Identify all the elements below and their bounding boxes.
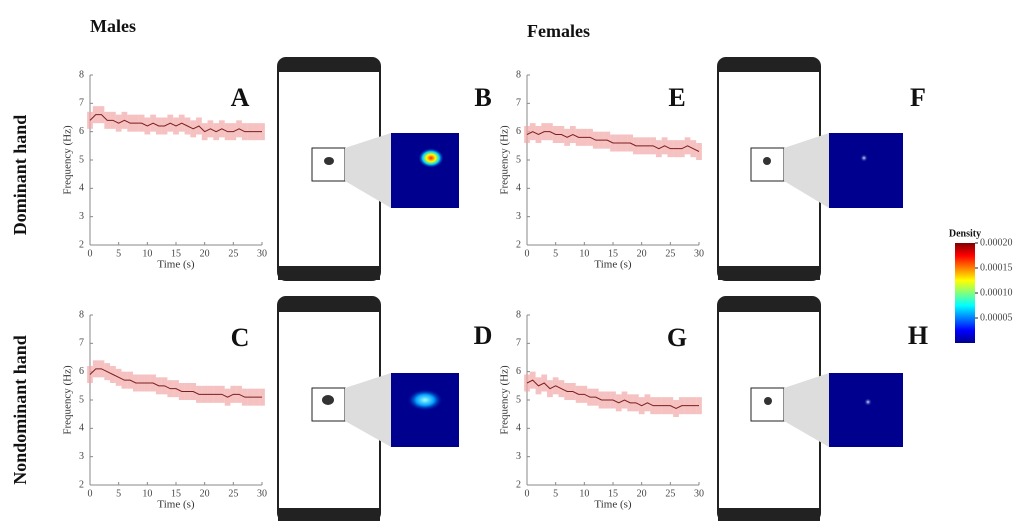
panel-label: A (231, 83, 250, 112)
y-axis-label: Frequency (Hz) (62, 365, 74, 435)
x-tick-label: 25 (665, 488, 675, 499)
x-axis-label: Time (s) (594, 259, 632, 271)
row-title: Dominant hand (10, 115, 30, 236)
panel-label: E (668, 83, 685, 112)
y-tick-label: 4 (516, 183, 521, 194)
y-tick-label: 6 (79, 366, 84, 377)
x-axis-label: Time (s) (594, 499, 632, 511)
y-tick-label: 4 (79, 183, 84, 194)
colorbar-tick-label: 0.00015 (980, 262, 1013, 273)
x-tick-label: 0 (88, 248, 93, 259)
x-tick-label: 5 (116, 248, 121, 259)
colorbar-title: Density (949, 228, 981, 239)
x-tick-label: 20 (200, 488, 210, 499)
y-axis-label: Frequency (Hz) (499, 365, 511, 435)
x-tick-label: 25 (228, 488, 238, 499)
y-tick-label: 8 (516, 309, 521, 320)
x-tick-label: 30 (257, 248, 267, 259)
panel-label: B (474, 83, 491, 112)
y-tick-label: 5 (79, 394, 84, 405)
y-tick-label: 6 (516, 366, 521, 377)
column-title: Females (527, 21, 590, 41)
y-axis-label: Frequency (Hz) (62, 125, 74, 195)
x-tick-label: 10 (579, 488, 589, 499)
x-tick-label: 20 (200, 248, 210, 259)
x-axis-label: Time (s) (157, 259, 195, 271)
y-tick-label: 2 (516, 479, 521, 490)
y-tick-label: 7 (516, 338, 521, 349)
y-tick-label: 5 (79, 154, 84, 165)
x-tick-label: 0 (525, 488, 530, 499)
x-tick-label: 10 (579, 248, 589, 259)
y-tick-label: 4 (516, 423, 521, 434)
x-tick-label: 25 (665, 248, 675, 259)
y-tick-label: 6 (79, 126, 84, 137)
panel-label: C (231, 323, 250, 352)
y-tick-label: 3 (516, 211, 521, 222)
y-tick-label: 7 (516, 98, 521, 109)
x-tick-label: 30 (257, 488, 267, 499)
y-tick-label: 3 (79, 451, 84, 462)
panel-label: H (908, 321, 928, 350)
y-tick-label: 8 (79, 69, 84, 80)
y-tick-label: 6 (516, 126, 521, 137)
x-axis-label: Time (s) (157, 499, 195, 511)
y-tick-label: 8 (516, 69, 521, 80)
colorbar-tick-label: 0.00005 (980, 312, 1013, 323)
y-tick-label: 3 (79, 211, 84, 222)
y-tick-label: 3 (516, 451, 521, 462)
x-tick-label: 20 (637, 488, 647, 499)
panel-label: G (667, 323, 687, 352)
x-tick-label: 30 (694, 488, 704, 499)
x-tick-label: 30 (694, 248, 704, 259)
x-tick-label: 5 (553, 248, 558, 259)
column-title: Males (90, 16, 136, 36)
panel-label: D (474, 321, 493, 350)
x-tick-label: 0 (88, 488, 93, 499)
y-tick-label: 5 (516, 394, 521, 405)
y-tick-label: 2 (79, 239, 84, 250)
row-title: Nondominant hand (10, 335, 30, 485)
y-axis-label: Frequency (Hz) (499, 125, 511, 195)
panel-label: F (910, 83, 926, 112)
figure: Males Females Dominant hand Nondominant … (0, 0, 1020, 521)
y-tick-label: 7 (79, 98, 84, 109)
x-tick-label: 10 (142, 248, 152, 259)
y-tick-label: 2 (516, 239, 521, 250)
y-tick-label: 2 (79, 479, 84, 490)
y-tick-label: 5 (516, 154, 521, 165)
colorbar (955, 243, 975, 343)
x-tick-label: 0 (525, 248, 530, 259)
colorbar-tick-label: 0.00020 (980, 237, 1013, 248)
phones (278, 58, 903, 521)
y-tick-label: 7 (79, 338, 84, 349)
y-tick-label: 8 (79, 309, 84, 320)
y-tick-label: 4 (79, 423, 84, 434)
colorbar-tick-label: 0.00010 (980, 287, 1013, 298)
x-tick-label: 10 (142, 488, 152, 499)
x-tick-label: 5 (553, 488, 558, 499)
error-band (87, 112, 93, 129)
x-tick-label: 25 (228, 248, 238, 259)
x-tick-label: 5 (116, 488, 121, 499)
x-tick-label: 20 (637, 248, 647, 259)
